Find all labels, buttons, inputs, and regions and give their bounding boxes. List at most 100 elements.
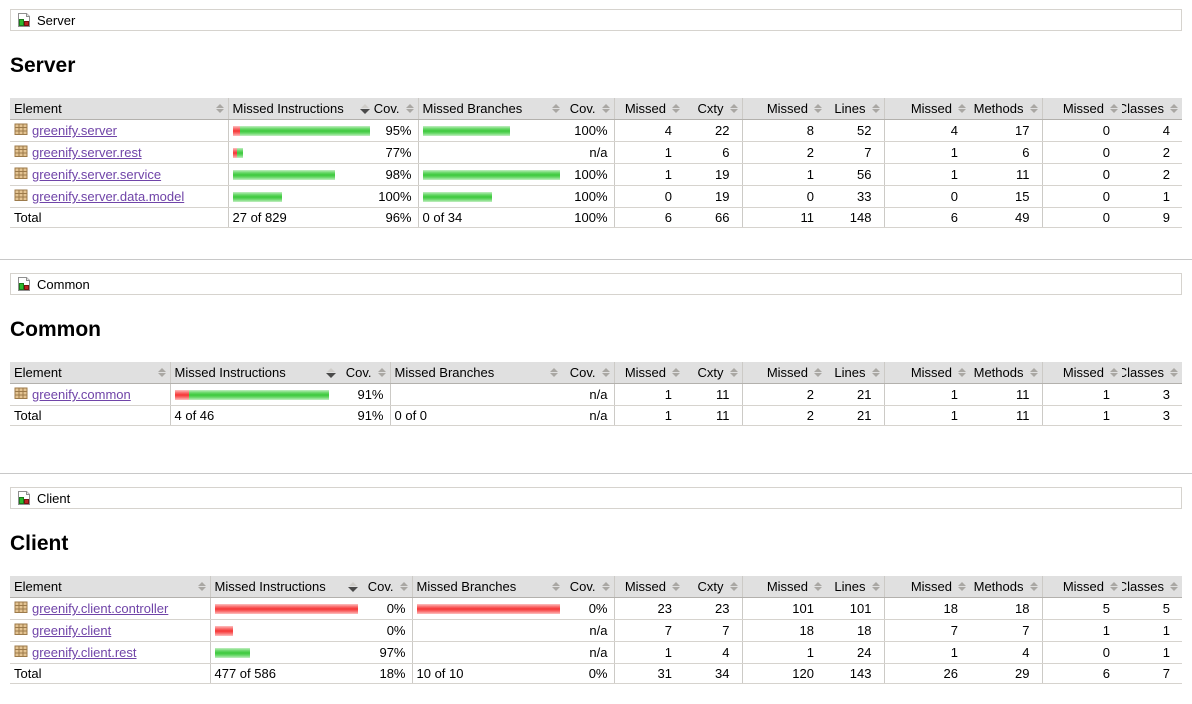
column-header-cxty[interactable]: Cxty	[684, 576, 742, 598]
metric-value: 0	[1041, 163, 1122, 186]
coverage-table-client: Element Missed Instructions Cov. Missed Bra…	[10, 576, 1182, 684]
package-icon	[14, 600, 28, 617]
breadcrumb-server: Server	[10, 9, 1182, 31]
column-header-lines[interactable]: Lines	[826, 362, 884, 384]
column-header-label: Missed	[624, 365, 666, 380]
column-header-classes[interactable]: Classes	[1122, 98, 1182, 120]
column-header-cov-[interactable]: Cov.	[564, 98, 614, 120]
metric-value: 0	[883, 185, 970, 208]
package-link[interactable]: greenify.common	[32, 387, 131, 402]
column-header-classes[interactable]: Classes	[1122, 576, 1182, 598]
column-header-lines[interactable]: Lines	[826, 576, 884, 598]
column-header-label: Cxty	[697, 101, 724, 116]
column-header-element[interactable]: Element	[10, 362, 170, 384]
section-heading-server: Server	[10, 54, 76, 77]
metric-value: 23	[613, 597, 684, 620]
column-header-missed[interactable]: Missed	[1041, 576, 1122, 598]
metric-value: 0	[1041, 185, 1122, 208]
covered-bar-segment	[236, 147, 243, 158]
total-metric-value: 3	[1122, 405, 1182, 426]
instructions-bar-cell	[227, 185, 374, 208]
total-metric-value: 6	[613, 207, 684, 228]
sort-desc-icon	[360, 103, 370, 114]
column-header-missed[interactable]: Missed	[741, 576, 826, 598]
missed-bar-segment	[174, 389, 189, 400]
sort-icon	[958, 582, 966, 591]
total-metric-value: 11	[970, 405, 1042, 426]
missed-bar-segment	[416, 603, 560, 614]
instructions-coverage: 0%	[362, 619, 412, 642]
total-row: Total 4 of 46 91% 0 of 0 n/a 1 11 2 21 1 11 1 3	[10, 405, 1182, 426]
column-header-missed[interactable]: Missed	[613, 362, 684, 384]
column-header-classes[interactable]: Classes	[1122, 362, 1182, 384]
sort-icon	[552, 104, 560, 113]
column-header-missed[interactable]: Missed	[1041, 98, 1122, 120]
total-metric-value: 7	[1122, 663, 1182, 684]
coverage-bar	[232, 125, 370, 136]
instructions-coverage: 77%	[374, 141, 418, 164]
report-group-icon	[16, 276, 32, 292]
breadcrumb-client: Client	[10, 487, 1182, 509]
package-link[interactable]: greenify.server.data.model	[32, 189, 185, 204]
sort-icon	[601, 368, 610, 377]
column-header-label: Missed Branches	[416, 579, 517, 594]
column-header-label: Missed	[624, 101, 666, 116]
metric-value: 1	[1041, 383, 1122, 406]
column-header-lines[interactable]: Lines	[826, 98, 884, 120]
column-header-missed-instructions[interactable]: Missed Instructions	[227, 98, 374, 120]
package-link[interactable]: greenify.server.rest	[32, 145, 142, 160]
column-header-methods[interactable]: Methods	[970, 576, 1042, 598]
column-header-missed[interactable]: Missed	[883, 98, 970, 120]
metric-value: 1	[1041, 619, 1122, 642]
column-header-missed-instructions[interactable]: Missed Instructions	[169, 362, 340, 384]
column-header-methods[interactable]: Methods	[970, 362, 1042, 384]
column-header-cov-[interactable]: Cov.	[362, 576, 412, 598]
column-header-missed-branches[interactable]: Missed Branches	[389, 362, 562, 384]
package-link[interactable]: greenify.server.service	[32, 167, 162, 182]
column-header-missed-branches[interactable]: Missed Branches	[411, 576, 564, 598]
package-link[interactable]: greenify.client	[32, 623, 112, 638]
column-header-missed[interactable]: Missed	[741, 362, 826, 384]
metric-value: 0	[741, 185, 826, 208]
column-header-cxty[interactable]: Cxty	[684, 98, 742, 120]
metric-value: 2	[741, 141, 826, 164]
column-header-missed-branches[interactable]: Missed Branches	[417, 98, 564, 120]
total-metric-value: 0	[1041, 207, 1122, 228]
package-link[interactable]: greenify.client.controller	[32, 601, 169, 616]
column-header-methods[interactable]: Methods	[970, 98, 1042, 120]
coverage-bar	[422, 125, 561, 136]
metric-value: 56	[826, 163, 884, 186]
column-header-missed[interactable]: Missed	[613, 576, 684, 598]
sort-desc-icon	[326, 367, 336, 378]
column-header-missed[interactable]: Missed	[1041, 362, 1122, 384]
column-header-missed[interactable]: Missed	[613, 98, 684, 120]
branches-coverage: 0%	[564, 597, 614, 620]
table-row: greenify.client.controller 0% 0% 23 23 101 101…	[10, 597, 1182, 620]
metric-value: 0	[1041, 141, 1122, 164]
metric-value: 22	[684, 119, 742, 142]
column-header-label: Methods	[973, 101, 1024, 116]
sort-icon	[1110, 582, 1118, 591]
sort-icon	[672, 104, 680, 113]
column-header-element[interactable]: Element	[10, 98, 228, 120]
column-header-missed[interactable]: Missed	[883, 362, 970, 384]
package-link[interactable]: greenify.client.rest	[32, 645, 137, 660]
total-instructions: 477 of 586	[209, 663, 362, 684]
metric-value: 18	[970, 597, 1042, 620]
package-link[interactable]: greenify.server	[32, 123, 118, 138]
metric-value: 18	[741, 619, 826, 642]
column-header-missed[interactable]: Missed	[741, 98, 826, 120]
column-header-label: Cov.	[374, 101, 400, 116]
column-header-label: Cov.	[367, 579, 394, 594]
metric-value: 52	[826, 119, 884, 142]
column-header-cov-[interactable]: Cov.	[340, 362, 390, 384]
column-header-missed[interactable]: Missed	[883, 576, 970, 598]
column-header-cov-[interactable]: Cov.	[564, 576, 614, 598]
column-header-element[interactable]: Element	[10, 576, 210, 598]
column-header-cov-[interactable]: Cov.	[562, 362, 614, 384]
column-header-cov-[interactable]: Cov.	[374, 98, 418, 120]
sort-icon	[814, 368, 822, 377]
column-header-cxty[interactable]: Cxty	[684, 362, 742, 384]
sort-icon	[552, 582, 560, 591]
column-header-missed-instructions[interactable]: Missed Instructions	[209, 576, 362, 598]
